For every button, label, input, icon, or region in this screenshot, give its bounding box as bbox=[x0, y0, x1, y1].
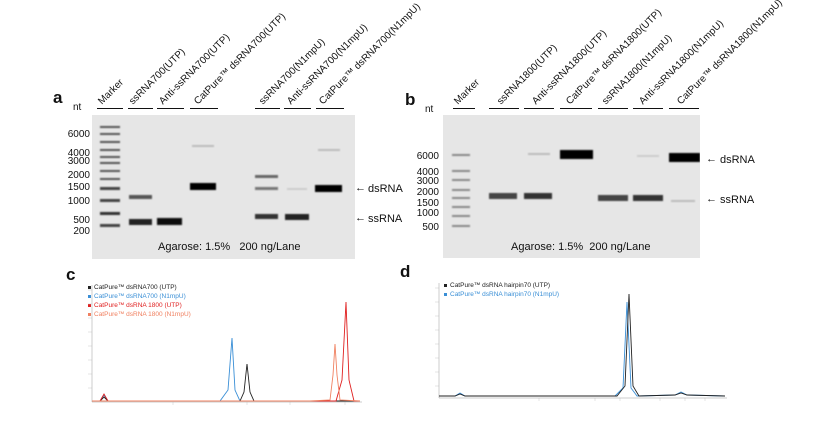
gel-b-ssrna-arrow: ← bbox=[706, 193, 717, 205]
trace-dsrna1800-n1mpu bbox=[92, 343, 361, 402]
gel-b-dsrna-label: dsRNA bbox=[720, 154, 755, 166]
gel-b-lane-underline bbox=[633, 108, 663, 109]
panel-c-label: c bbox=[66, 265, 76, 284]
gel-b-lane-underline bbox=[489, 108, 519, 109]
gel-a-lane-underline bbox=[316, 108, 344, 109]
panel-b-label: b bbox=[405, 90, 416, 109]
gel-a-ladder-1000: 1000 bbox=[67, 196, 90, 207]
trace-hairpin70-utp bbox=[439, 293, 726, 397]
legend-text: CatPure™ dsRNA hairpin70 (N1mpU) bbox=[450, 291, 560, 298]
gel-a-lane-underline bbox=[97, 108, 123, 109]
gel-b-ladder-2000: 2000 bbox=[416, 187, 439, 198]
gel-b-lane-label: ssRNA1800(N1mpU) bbox=[600, 32, 675, 107]
gel-b bbox=[443, 115, 700, 258]
legend-text: CatPure™ dsRNA hairpin70 (UTP) bbox=[450, 282, 551, 289]
gel-a-ladder-200: 200 bbox=[73, 226, 90, 237]
legend-text: CatPure™ dsRNA700 (UTP) bbox=[94, 284, 177, 291]
legend-item: CatPure™ dsRNA700 (UTP) bbox=[88, 283, 191, 292]
trace-dsrna700-utp bbox=[92, 363, 360, 402]
legend-item: CatPure™ dsRNA hairpin70 (UTP) bbox=[444, 281, 559, 290]
gel-b-lane-underline bbox=[453, 108, 475, 109]
gel-a-lane-underline bbox=[255, 108, 280, 109]
panel-b-nt-label: nt bbox=[425, 104, 434, 115]
gel-a-lane-underline bbox=[157, 108, 184, 109]
trace-dsrna1800-utp bbox=[92, 301, 360, 402]
gel-b-ladder-4000: 4000 bbox=[416, 167, 439, 178]
panel-d-legend: CatPure™ dsRNA hairpin70 (UTP) CatPure™ … bbox=[444, 281, 559, 299]
gel-b-lane-underline bbox=[560, 108, 592, 109]
gel-b-lane-underline bbox=[524, 108, 554, 109]
gel-b-dsrna-arrow: ← bbox=[706, 153, 717, 165]
gel-b-ssrna-label: ssRNA bbox=[720, 194, 755, 206]
gel-a-lane-underline bbox=[128, 108, 153, 109]
gel-a-ladder-4000: 4000 bbox=[67, 148, 90, 159]
panel-c-legend: CatPure™ dsRNA700 (UTP) CatPure™ dsRNA70… bbox=[88, 283, 191, 319]
panel-a-label: a bbox=[53, 88, 63, 107]
gel-b-lane-underline bbox=[669, 108, 699, 109]
gel-a-ssrna-arrow: ← bbox=[355, 212, 366, 224]
gel-b-ladder-500: 500 bbox=[422, 222, 439, 233]
legend-item: CatPure™ dsRNA 1800 (N1mpU) bbox=[88, 310, 191, 319]
trace-dsrna700-n1mpu bbox=[92, 337, 360, 402]
gel-b-ladder-1000: 1000 bbox=[416, 208, 439, 219]
legend-item: CatPure™ dsRNA700 (N1mpU) bbox=[88, 292, 191, 301]
gel-a-ladder-3000: 3000 bbox=[67, 156, 90, 167]
gel-b-ladder-1500: 1500 bbox=[416, 198, 439, 209]
legend-item: CatPure™ dsRNA hairpin70 (N1mpU) bbox=[444, 290, 559, 299]
trace-hairpin70-n1mpu bbox=[439, 301, 726, 397]
gel-a bbox=[92, 115, 355, 259]
gel-a-ladder-1500: 1500 bbox=[67, 182, 90, 193]
gel-b-bands bbox=[452, 150, 700, 227]
gel-a-ladder-6000: 6000 bbox=[67, 129, 90, 140]
gel-b-ladder-6000: 6000 bbox=[416, 151, 439, 162]
electropherogram-d bbox=[435, 283, 727, 401]
electropherogram-c bbox=[88, 285, 362, 405]
legend-item: CatPure™ dsRNA 1800 (UTP) bbox=[88, 301, 191, 310]
gel-b-lane-label: Marker bbox=[452, 77, 483, 107]
gel-b-ladder-3000: 3000 bbox=[416, 176, 439, 187]
gel-a-ladder-2000: 2000 bbox=[67, 170, 90, 181]
gel-a-footer: Agarose: 1.5% 200 ng/Lane bbox=[158, 241, 301, 253]
gel-b-lane-label: ssRNA1800(UTP) bbox=[495, 42, 560, 107]
panel-d-label: d bbox=[400, 262, 411, 281]
panel-a-nt-label: nt bbox=[73, 102, 82, 113]
gel-a-dsrna-arrow: ← bbox=[355, 182, 366, 194]
legend-text: CatPure™ dsRNA700 (N1mpU) bbox=[94, 293, 186, 300]
gel-a-dsrna-label: dsRNA bbox=[368, 183, 403, 195]
legend-text: CatPure™ dsRNA 1800 (N1mpU) bbox=[94, 311, 191, 318]
gel-b-lane-underline bbox=[598, 108, 628, 109]
gel-a-bands bbox=[100, 126, 342, 227]
gel-a-lane-underline bbox=[284, 108, 311, 109]
legend-text: CatPure™ dsRNA 1800 (UTP) bbox=[94, 302, 182, 309]
gel-a-lane-label: Marker bbox=[96, 77, 127, 107]
gel-a-ladder-500: 500 bbox=[73, 215, 90, 226]
gel-b-footer: Agarose: 1.5% 200 ng/Lane bbox=[511, 241, 651, 253]
gel-a-ssrna-label: ssRNA bbox=[368, 213, 403, 225]
gel-a-lane-underline bbox=[190, 108, 218, 109]
